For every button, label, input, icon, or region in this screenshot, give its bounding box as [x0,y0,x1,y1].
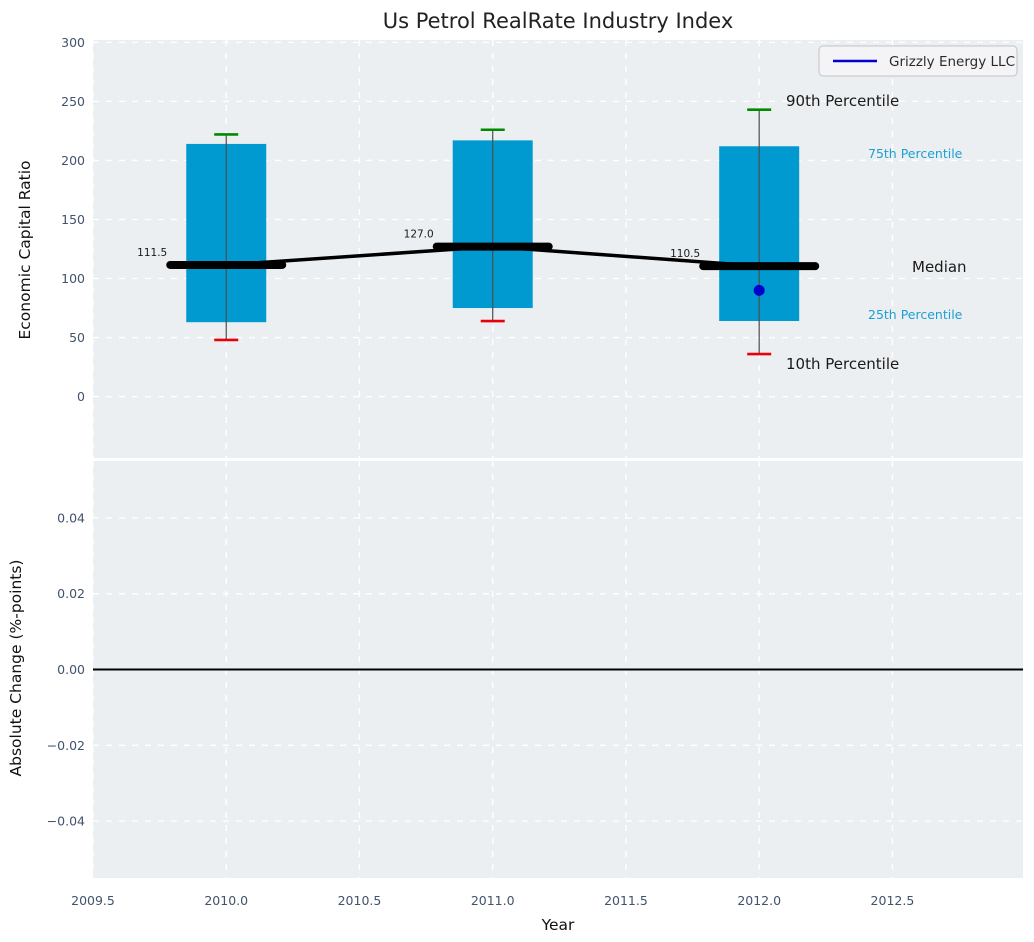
x-tick-label: 2012.0 [737,893,781,908]
median-value-label: 110.5 [670,248,700,260]
top-y-tick-label: 200 [61,153,85,168]
top-y-tick-label: 300 [61,35,85,50]
plot-area: 111.5 127.0 110.5 90th Percentile 75th Perce… [47,35,1023,908]
x-axis-label: Year [541,916,575,934]
percentile-annotation: 10th Percentile [786,355,899,373]
chart-title: Us Petrol RealRate Industry Index [383,9,734,33]
x-tick-label: 2009.5 [71,893,115,908]
x-tick-label: 2010.5 [338,893,382,908]
x-tick-label: 2011.5 [604,893,648,908]
x-tick-label: 2012.5 [871,893,915,908]
percentile-annotation: 25th Percentile [868,307,963,322]
legend-box [818,45,1018,77]
bottom-y-tick-label: 0.02 [57,586,85,601]
median-value-label: 127.0 [404,229,434,241]
x-tick-label: 2010.0 [204,893,248,908]
x-tick-label: 2011.0 [471,893,515,908]
bottom-y-tick-label: 0.00 [57,662,85,677]
top-y-tick-label: 100 [61,271,85,286]
percentile-annotation: 75th Percentile [868,146,963,161]
company-data-point [753,284,765,296]
percentile-annotation: Median [912,258,967,276]
legend-label: Grizzly Energy LLC [889,54,1015,70]
bottom-y-tick-label: −0.02 [47,738,85,753]
top-y-tick-label: 0 [77,389,85,404]
top-y-axis-label: Economic Capital Ratio [16,160,34,339]
percentile-annotation: 90th Percentile [786,92,899,110]
top-y-tick-label: 150 [61,212,85,227]
bottom-y-tick-label: 0.04 [57,510,85,525]
top-y-tick-label: 250 [61,94,85,109]
legend: Grizzly Energy LLC [818,45,1018,77]
bottom-y-tick-label: −0.04 [47,814,85,829]
top-y-tick-label: 50 [69,330,85,345]
bottom-y-axis-label: Absolute Change (%-points) [7,560,25,777]
median-value-label: 111.5 [137,247,167,259]
